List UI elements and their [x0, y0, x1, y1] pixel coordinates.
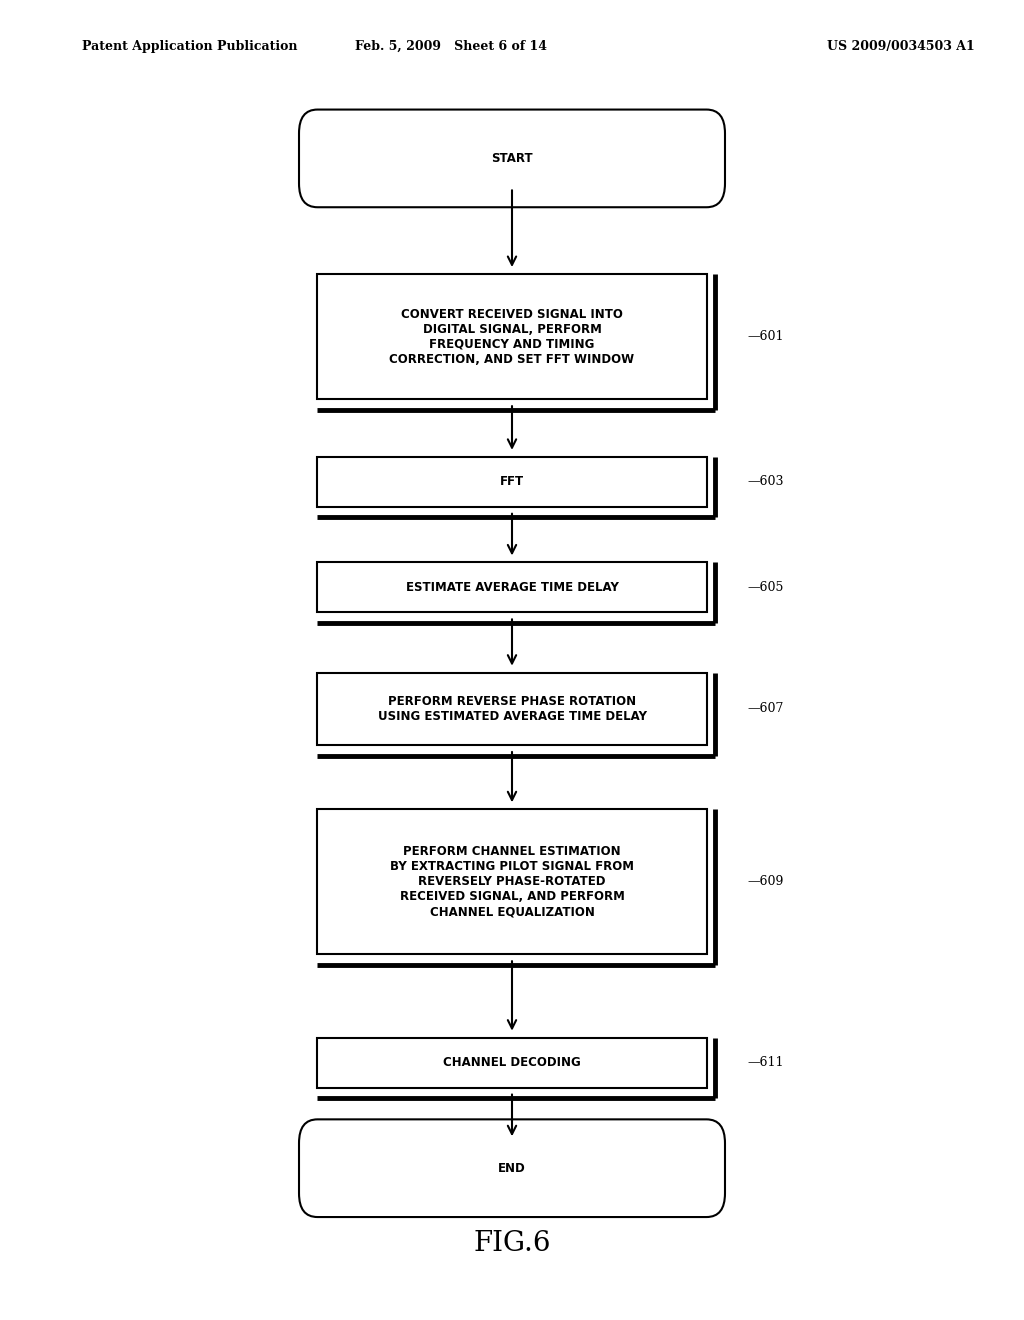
- Text: —605: —605: [748, 581, 784, 594]
- FancyBboxPatch shape: [299, 1119, 725, 1217]
- FancyBboxPatch shape: [317, 1038, 707, 1088]
- Text: —607: —607: [748, 702, 784, 715]
- Text: —609: —609: [748, 875, 784, 888]
- Text: FFT: FFT: [500, 475, 524, 488]
- Text: ESTIMATE AVERAGE TIME DELAY: ESTIMATE AVERAGE TIME DELAY: [406, 581, 618, 594]
- Text: Patent Application Publication: Patent Application Publication: [82, 40, 297, 53]
- Text: END: END: [498, 1162, 526, 1175]
- Text: PERFORM CHANNEL ESTIMATION
BY EXTRACTING PILOT SIGNAL FROM
REVERSELY PHASE-ROTAT: PERFORM CHANNEL ESTIMATION BY EXTRACTING…: [390, 845, 634, 919]
- Text: PERFORM REVERSE PHASE ROTATION
USING ESTIMATED AVERAGE TIME DELAY: PERFORM REVERSE PHASE ROTATION USING EST…: [378, 694, 646, 723]
- FancyBboxPatch shape: [299, 110, 725, 207]
- FancyBboxPatch shape: [317, 275, 707, 399]
- Text: CHANNEL DECODING: CHANNEL DECODING: [443, 1056, 581, 1069]
- Text: US 2009/0034503 A1: US 2009/0034503 A1: [827, 40, 975, 53]
- FancyBboxPatch shape: [317, 672, 707, 744]
- Text: —611: —611: [748, 1056, 784, 1069]
- Text: FIG.6: FIG.6: [473, 1230, 551, 1257]
- Text: CONVERT RECEIVED SIGNAL INTO
DIGITAL SIGNAL, PERFORM
FREQUENCY AND TIMING
CORREC: CONVERT RECEIVED SIGNAL INTO DIGITAL SIG…: [389, 308, 635, 366]
- FancyBboxPatch shape: [317, 562, 707, 612]
- Text: —603: —603: [748, 475, 784, 488]
- Text: START: START: [492, 152, 532, 165]
- Text: —601: —601: [748, 330, 784, 343]
- FancyBboxPatch shape: [317, 809, 707, 954]
- FancyBboxPatch shape: [317, 457, 707, 507]
- Text: Feb. 5, 2009   Sheet 6 of 14: Feb. 5, 2009 Sheet 6 of 14: [354, 40, 547, 53]
